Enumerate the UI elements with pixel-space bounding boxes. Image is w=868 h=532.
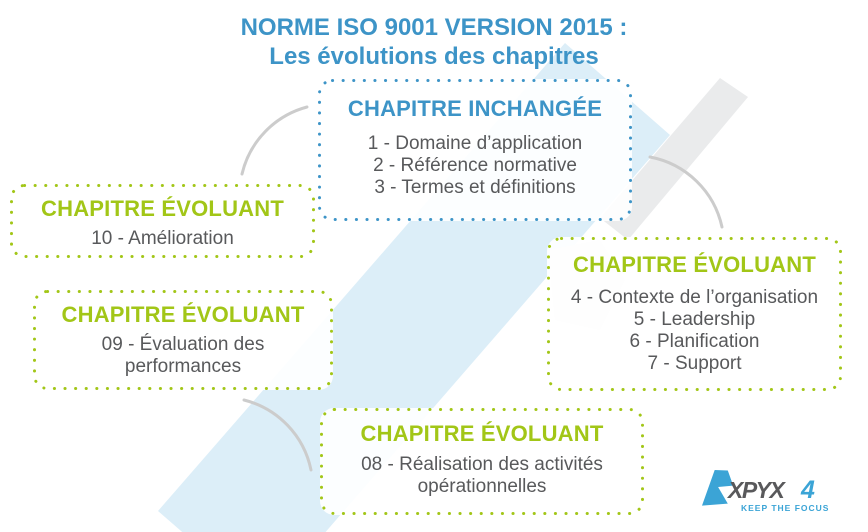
svg-text:XPYX: XPYX: [726, 477, 787, 503]
svg-text:KEEP THE FOCUS: KEEP THE FOCUS: [741, 503, 829, 513]
svg-text:4: 4: [800, 476, 815, 504]
